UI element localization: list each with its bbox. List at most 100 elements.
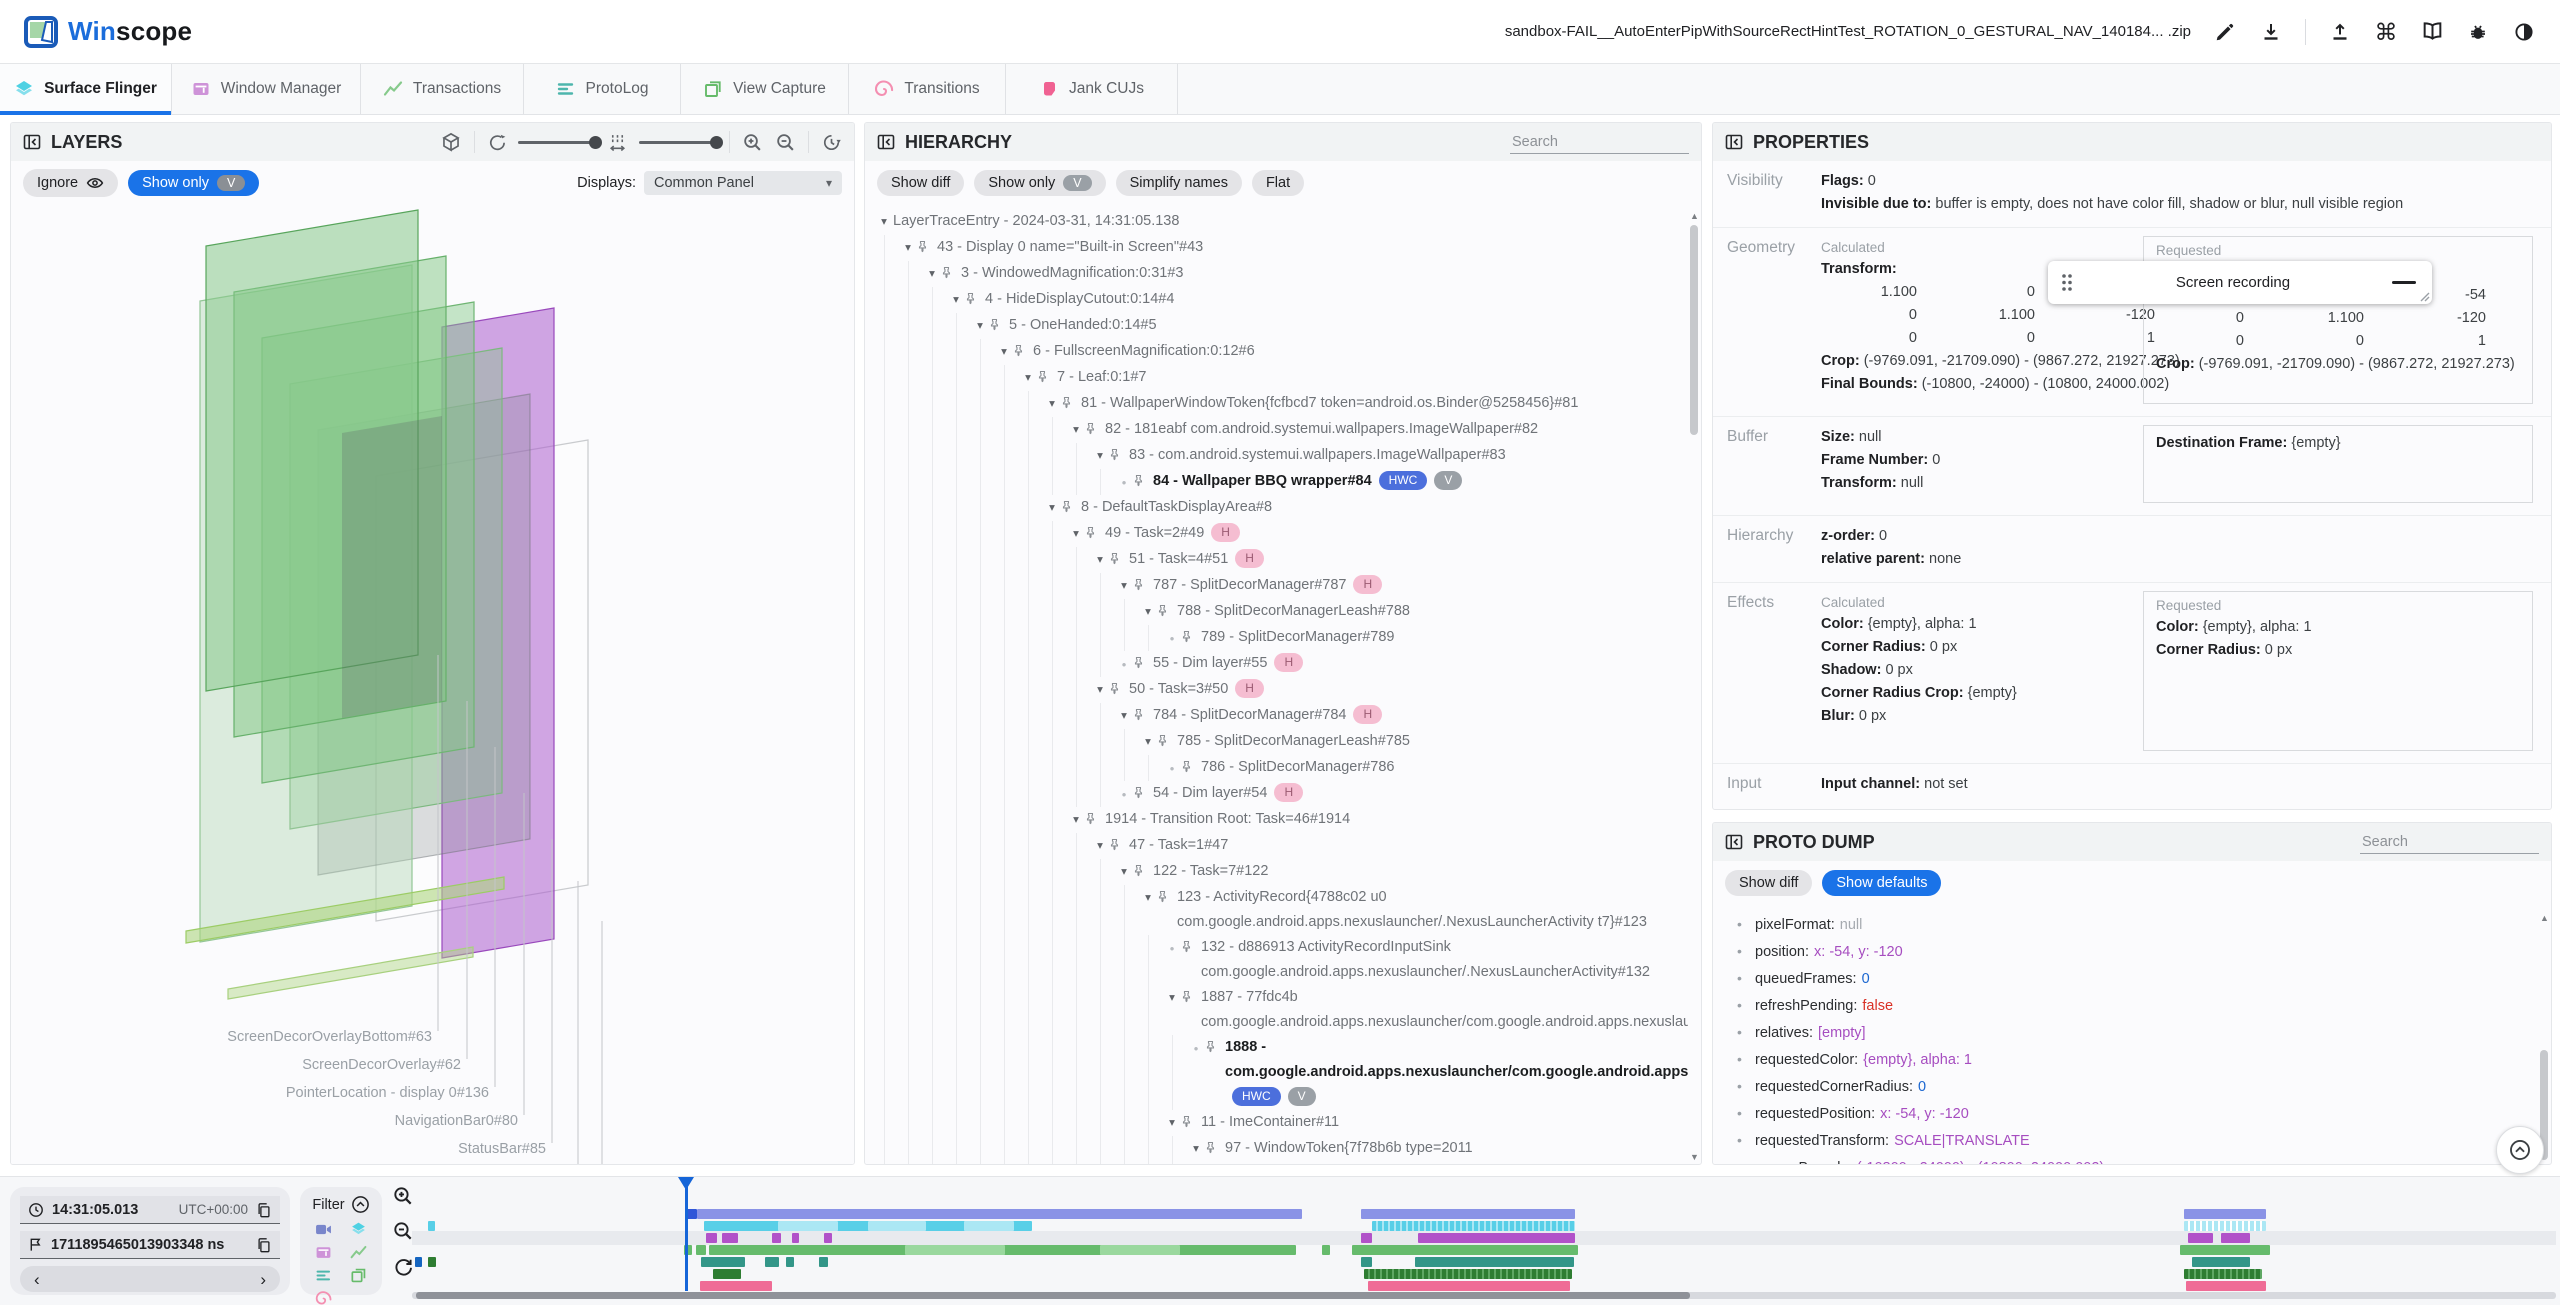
layer-node-label[interactable]: 7 - Leaf:0:1#7 <box>1057 369 1147 385</box>
timeline-segment[interactable] <box>2184 1269 2262 1279</box>
pin-layer-icon[interactable] <box>1133 651 1153 669</box>
timeline-segment[interactable] <box>1352 1245 1578 1255</box>
expand-caret-icon[interactable]: ▾ <box>1001 346 1007 358</box>
timeline-segment[interactable] <box>697 1209 1302 1219</box>
timeline-segment[interactable] <box>2180 1245 2270 1255</box>
hierarchy-scrollbar[interactable]: ▲ ▼ <box>1688 209 1701 1164</box>
scroll-up-icon[interactable]: ▲ <box>1690 211 1699 221</box>
pin-layer-icon[interactable] <box>1133 703 1153 721</box>
pin-layer-icon[interactable] <box>1085 521 1105 539</box>
timeline-segment[interactable] <box>1361 1233 1372 1243</box>
show-defaults-button[interactable]: Show defaults <box>1822 870 1942 896</box>
screen-recording-overlay[interactable]: Screen recording <box>2048 261 2432 304</box>
timeline-segment[interactable] <box>1418 1233 1575 1243</box>
layer-rect[interactable] <box>227 946 474 1000</box>
proto-property-row[interactable]: • refreshPending: false <box>1713 992 2538 1019</box>
expand-caret-icon[interactable]: ▾ <box>1169 992 1175 1004</box>
pin-layer-icon[interactable] <box>965 287 985 305</box>
timeline-segment[interactable] <box>792 1233 799 1243</box>
tree-node[interactable]: ▾ 123 - ActivityRecord{4788c02 u0 com.goo… <box>865 885 1688 935</box>
layer-node-label[interactable]: 81 - WallpaperWindowToken{fcfbcd7 token=… <box>1081 395 1579 411</box>
pin-layer-icon[interactable] <box>1181 755 1201 773</box>
show-only-visible-button[interactable]: Show only V <box>128 170 260 196</box>
timeline-zoom-in-icon[interactable] <box>392 1185 414 1207</box>
proto-property-row[interactable]: • queuedFrames: 0 <box>1713 965 2538 992</box>
tree-node[interactable]: • 55 - Dim layer#55 H <box>865 651 1688 677</box>
expand-caret-icon[interactable]: ▾ <box>1169 1117 1175 1129</box>
pin-layer-icon[interactable] <box>1133 781 1153 799</box>
tree-node[interactable]: ▾ 122 - Task=7#122 <box>865 859 1688 885</box>
timeline-segment[interactable] <box>2186 1281 2266 1291</box>
timeline-segment[interactable] <box>696 1245 706 1255</box>
tree-node[interactable]: ▾ 7 - Leaf:0:1#7 <box>865 365 1688 391</box>
tree-node[interactable]: • 1888 - com.google.android.apps.nexuslau… <box>865 1035 1688 1110</box>
timeline-segment[interactable] <box>2188 1233 2213 1243</box>
timeline-segment[interactable] <box>1372 1221 1575 1231</box>
pin-layer-icon[interactable] <box>1109 833 1129 851</box>
simplify-names-button[interactable]: Simplify names <box>1115 170 1242 196</box>
layer-node-label[interactable]: 51 - Task=4#51 H <box>1129 547 1688 572</box>
expand-caret-icon[interactable]: ▾ <box>1121 866 1127 878</box>
proto-scrollbar[interactable]: ▲ <box>2538 911 2551 1164</box>
timeline-scrollbar-thumb[interactable] <box>416 1292 1690 1299</box>
layer-node-label[interactable]: 786 - SplitDecorManager#786 <box>1201 759 1395 775</box>
layer-node-label[interactable]: 83 - com.android.systemui.wallpapers.Ima… <box>1129 447 1506 463</box>
scroll-up-icon[interactable]: ▲ <box>2540 913 2549 923</box>
tab-transitions[interactable]: Transitions <box>849 64 1006 114</box>
pin-layer-icon[interactable] <box>917 235 937 253</box>
expand-caret-icon[interactable]: ▾ <box>1073 424 1079 436</box>
layers-3d-view[interactable]: ScreenDecorOverlayBottom#63 ScreenDecorOv… <box>11 205 854 1164</box>
tree-node[interactable]: ▾ LayerTraceEntry - 2024-03-31, 14:31:05.… <box>865 209 1688 235</box>
pin-layer-icon[interactable] <box>1133 469 1153 487</box>
pin-layer-icon[interactable] <box>1109 443 1129 461</box>
collapse-panel-icon[interactable] <box>1725 833 1743 851</box>
pin-layer-icon[interactable] <box>1181 935 1201 953</box>
tree-node[interactable]: • 54 - Dim layer#54 H <box>865 781 1688 807</box>
bug-report-icon[interactable] <box>2466 20 2490 44</box>
timeline-segment[interactable] <box>415 1257 422 1267</box>
rotation-icon[interactable] <box>487 133 506 152</box>
timeline-segment[interactable] <box>824 1233 832 1243</box>
expand-caret-icon[interactable]: ▾ <box>1121 710 1127 722</box>
expand-caret-icon[interactable]: ▾ <box>1049 398 1055 410</box>
timeline-segment[interactable] <box>1361 1209 1575 1219</box>
tab-transactions[interactable]: Transactions <box>361 64 524 114</box>
layer-node-label[interactable]: 82 - 181eabf com.android.systemui.wallpa… <box>1105 421 1539 437</box>
tree-node[interactable]: ▾ 51 - Task=4#51 H <box>865 547 1688 573</box>
expand-caret-icon[interactable]: ▾ <box>1145 736 1151 748</box>
layer-node-label[interactable]: 11 - ImeContainer#11 <box>1201 1114 1340 1130</box>
expand-caret-icon[interactable]: ▾ <box>1097 840 1103 852</box>
expand-caret-icon[interactable]: ▾ <box>953 294 959 306</box>
pin-layer-icon[interactable] <box>1181 1110 1201 1128</box>
documentation-icon[interactable] <box>2420 20 2444 44</box>
timeline-segment[interactable] <box>713 1269 741 1279</box>
pin-layer-icon[interactable] <box>1013 339 1033 357</box>
pin-layer-icon[interactable] <box>1181 625 1201 643</box>
surface-flinger-filter-icon[interactable] <box>350 1221 367 1238</box>
timeline-segment[interactable] <box>786 1257 794 1267</box>
layer-node-label[interactable]: LayerTraceEntry - 2024-03-31, 14:31:05.1… <box>893 213 1180 229</box>
collapse-panel-icon[interactable] <box>877 133 895 151</box>
layer-node-label[interactable]: 8 - DefaultTaskDisplayArea#8 <box>1081 499 1273 515</box>
pin-layer-icon[interactable] <box>1037 365 1057 383</box>
ns-time-field[interactable]: 1711895465013903348 ns <box>20 1231 280 1259</box>
transitions-filter-icon[interactable] <box>315 1290 332 1305</box>
expand-caret-icon[interactable]: ▾ <box>1145 892 1151 904</box>
timeline-zoom-out-icon[interactable] <box>392 1220 414 1242</box>
shortcuts-icon[interactable]: ⌘ <box>2374 18 2398 45</box>
pin-layer-icon[interactable] <box>1157 885 1177 903</box>
tree-node[interactable]: ▾ 81 - WallpaperWindowToken{fcfbcd7 token… <box>865 391 1688 417</box>
pin-layer-icon[interactable] <box>1061 391 1081 409</box>
timeline-segment[interactable] <box>686 1209 697 1219</box>
previous-frame-button[interactable]: ‹ <box>34 1269 40 1289</box>
layer-rect[interactable] <box>441 307 555 959</box>
tree-node[interactable]: ▾ 4 - HideDisplayCutout:0:14#4 <box>865 287 1688 313</box>
expand-caret-icon[interactable]: ▾ <box>1049 502 1055 514</box>
timeline-segment[interactable] <box>706 1233 717 1243</box>
timeline-cursor-line[interactable] <box>685 1177 688 1291</box>
layer-rect[interactable] <box>342 416 442 718</box>
upload-icon[interactable] <box>2328 20 2352 44</box>
timeline-segment[interactable] <box>772 1233 781 1243</box>
view-capture-filter-icon[interactable] <box>350 1267 367 1284</box>
3d-view-cube-icon[interactable] <box>440 131 462 153</box>
